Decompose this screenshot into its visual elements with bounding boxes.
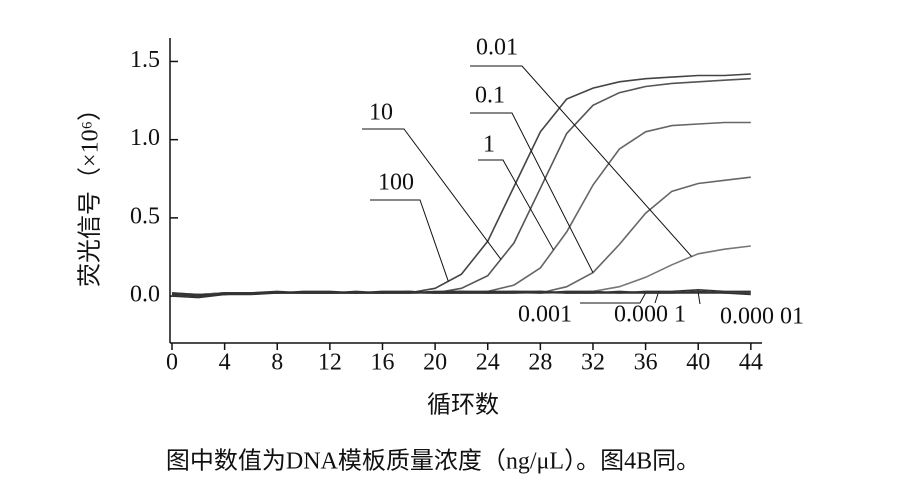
x-axis-label: 循环数 xyxy=(427,392,499,419)
x-tick-label: 4 xyxy=(219,350,231,376)
x-tick-label: 24 xyxy=(476,350,500,376)
leader-line xyxy=(478,159,554,251)
x-tick-label: 32 xyxy=(581,350,605,376)
x-tick-label: 12 xyxy=(318,350,342,376)
leader-line xyxy=(580,292,647,304)
caption: 图中数值为DNA模板质量浓度（ng/μL）。图4B同。 xyxy=(166,448,700,475)
series-label: 0.1 xyxy=(475,83,505,109)
x-tick-label: 16 xyxy=(370,350,394,376)
series-line xyxy=(171,73,751,297)
series-label: 10 xyxy=(369,100,393,126)
series-line xyxy=(171,176,751,297)
y-tick-label: 1.0 xyxy=(130,125,160,151)
series-line xyxy=(171,290,751,299)
series-label: 0.01 xyxy=(476,35,518,61)
x-tick-label: 20 xyxy=(423,350,447,376)
leader-line xyxy=(470,112,594,273)
y-tick-label: 0.5 xyxy=(130,203,160,229)
series-label: 1 xyxy=(483,132,495,158)
x-tick-label: 0 xyxy=(166,350,178,376)
x-tick-label: 8 xyxy=(271,350,283,376)
x-tick-label: 28 xyxy=(528,350,552,376)
leader-line xyxy=(362,128,502,260)
series-label: 0.000 01 xyxy=(720,304,804,330)
series-label: 0.001 xyxy=(518,302,572,328)
y-tick-label: 1.5 xyxy=(130,47,160,73)
y-axis-label: 荧光信号（×10⁶） xyxy=(77,97,104,287)
series-label: 0.000 1 xyxy=(614,302,686,328)
leader-line xyxy=(697,292,701,305)
leader-line xyxy=(470,65,693,257)
x-tick-label: 44 xyxy=(739,350,763,376)
y-tick-label: 0.0 xyxy=(130,282,160,308)
leader-line xyxy=(370,199,449,282)
x-tick-label: 40 xyxy=(686,350,710,376)
series-label: 100 xyxy=(378,170,414,196)
x-tick-label: 36 xyxy=(634,350,658,376)
series-line xyxy=(172,77,751,296)
